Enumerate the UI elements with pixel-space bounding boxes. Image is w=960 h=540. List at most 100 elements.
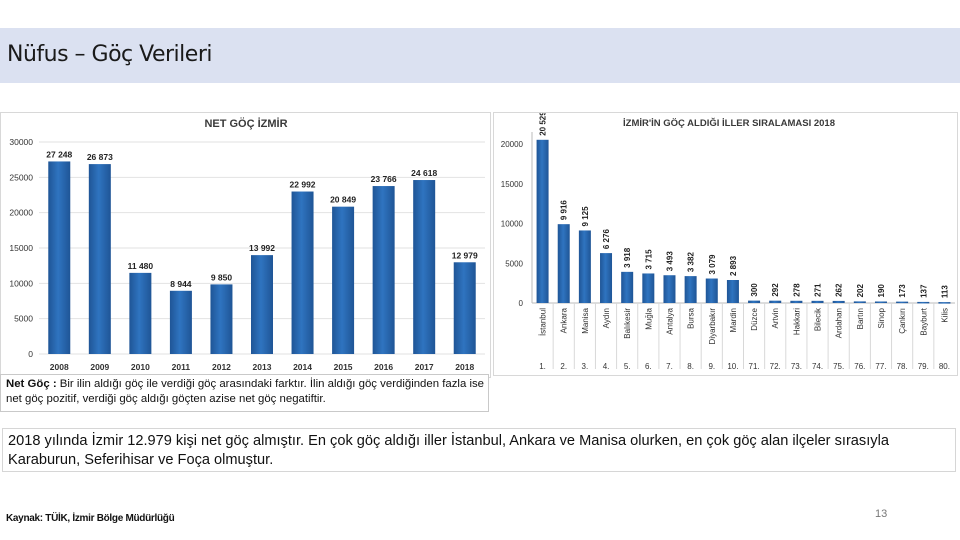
x-tick-label: Çankırı	[898, 308, 907, 334]
bar-Bayburt	[917, 301, 930, 304]
data-label: 6 276	[602, 229, 611, 250]
bar-2015	[332, 206, 355, 354]
x-tick-label: 2017	[415, 362, 434, 372]
x-tick-label: 2008	[50, 362, 69, 372]
chart-title: İZMİR'İN GÖÇ ALDIĞI İLLER SIRALAMASI 201…	[623, 117, 835, 129]
data-label: 262	[835, 283, 844, 297]
x-tick-label: Hakkari	[792, 308, 801, 335]
province-ranking-chart: İZMİR'İN GÖÇ ALDIĞI İLLER SIRALAMASI 201…	[501, 111, 955, 371]
bar-2009	[88, 164, 111, 354]
data-label: 202	[856, 283, 865, 297]
bar-2008	[48, 161, 71, 354]
rank-label: 72.	[770, 362, 781, 371]
x-tick-label: 2013	[253, 362, 272, 372]
data-label: 20 849	[330, 195, 356, 205]
bar-Aydın	[600, 253, 613, 303]
rank-label: 2.	[560, 362, 567, 371]
rank-label: 73.	[791, 362, 802, 371]
x-tick-label: Ardahan	[835, 308, 844, 338]
data-label: 300	[750, 283, 759, 297]
data-label: 9 916	[560, 200, 569, 221]
y-tick-label: 20000	[501, 140, 524, 149]
net-migration-chart: NET GÖÇ İZMİR 0 5000 10000 15000 20000 25000 30…	[9, 117, 485, 372]
x-tick-label: Diyarbakır	[708, 308, 717, 345]
bar-Antalya	[663, 275, 676, 303]
rank-label: 77.	[875, 362, 886, 371]
data-label: 13 992	[249, 243, 275, 253]
rank-label: 80.	[939, 362, 950, 371]
bar-2017	[413, 180, 436, 354]
data-label: 3 382	[687, 252, 696, 273]
rank-label: 71.	[749, 362, 760, 371]
bar-2014	[291, 191, 314, 354]
bar-2013	[251, 255, 273, 354]
x-tick-label: Mardin	[729, 308, 738, 332]
x-tick-label: Sinop	[877, 307, 886, 328]
x-tick-label: Bartın	[856, 308, 865, 329]
chart-title: NET GÖÇ İZMİR	[204, 117, 287, 130]
rank-label: 3.	[582, 362, 589, 371]
bar-Düzce	[748, 300, 761, 303]
bar-2018	[453, 262, 476, 354]
rank-label: 74.	[812, 362, 823, 371]
data-label: 278	[792, 283, 801, 297]
y-tick-label: 10000	[9, 278, 33, 288]
bar-Diyarbakır	[705, 278, 718, 303]
data-label: 271	[814, 283, 823, 297]
title-bar	[0, 28, 960, 83]
x-tick-label: Antalya	[665, 307, 674, 334]
data-label: 113	[940, 285, 949, 298]
bar-Sinop	[874, 301, 887, 303]
rank-label: 4.	[603, 362, 610, 371]
source-text: Kaynak: TÜİK, İzmir Bölge Müdürlüğü	[6, 513, 175, 524]
x-tick-label: İstanbul	[539, 308, 548, 336]
rank-label: 5.	[624, 362, 631, 371]
bar-Bilecik	[811, 300, 824, 303]
x-tick-label: Artvin	[771, 308, 780, 328]
data-label: 24 618	[411, 168, 437, 178]
data-label: 8 944	[170, 279, 192, 289]
rank-label: 78.	[897, 362, 908, 371]
y-tick-label: 15000	[501, 180, 524, 189]
x-tick-label: Bayburt	[919, 307, 928, 335]
rank-label: 9.	[708, 362, 715, 371]
rank-label: 10.	[727, 362, 738, 371]
definition-term: Net Göç :	[6, 378, 57, 390]
x-tick-label: 2010	[131, 362, 150, 372]
data-label: 9 850	[211, 272, 233, 282]
y-tick-label: 20000	[9, 208, 33, 218]
rank-label: 75.	[833, 362, 844, 371]
x-tick-label: 2015	[334, 362, 353, 372]
x-tick-label: Bilecik	[814, 307, 823, 331]
data-label: 12 979	[452, 250, 478, 260]
x-tick-label: Bursa	[687, 307, 696, 328]
bar-2016	[372, 186, 395, 354]
y-tick-label: 0	[28, 349, 33, 359]
bar-Bartın	[853, 301, 866, 303]
bar-Muğla	[642, 273, 655, 303]
bar-Balıkesir	[621, 271, 634, 303]
y-tick-label: 15000	[9, 243, 33, 253]
y-tick-label: 10000	[501, 220, 524, 229]
bar-Manisa	[578, 230, 591, 303]
page-number: 13	[875, 508, 888, 520]
x-tick-label: Ankara	[560, 307, 569, 333]
definition-text: Bir ilin aldığı göç ile verdiği göç aras…	[6, 378, 485, 405]
data-label: 2 893	[729, 255, 738, 276]
bar-2010	[129, 272, 152, 354]
x-tick-label: 2016	[374, 362, 393, 372]
rank-label: 6.	[645, 362, 652, 371]
data-label: 9 125	[581, 206, 590, 227]
y-tick-label: 0	[519, 299, 524, 308]
y-tick-label: 30000	[9, 137, 33, 147]
bar-Kilis	[938, 302, 951, 304]
bar-Ardahan	[832, 300, 845, 303]
bar-İstanbul	[536, 139, 549, 303]
x-tick-label: Balıkesir	[623, 308, 632, 339]
y-tick-label: 25000	[9, 172, 33, 182]
net-migration-definition: Net Göç : Bir ilin aldığı göç ile verdiğ…	[0, 374, 489, 412]
bar-Artvin	[769, 300, 782, 303]
rank-label: 7.	[666, 362, 673, 371]
x-tick-label: Aydın	[602, 308, 611, 328]
data-label: 137	[919, 284, 928, 298]
